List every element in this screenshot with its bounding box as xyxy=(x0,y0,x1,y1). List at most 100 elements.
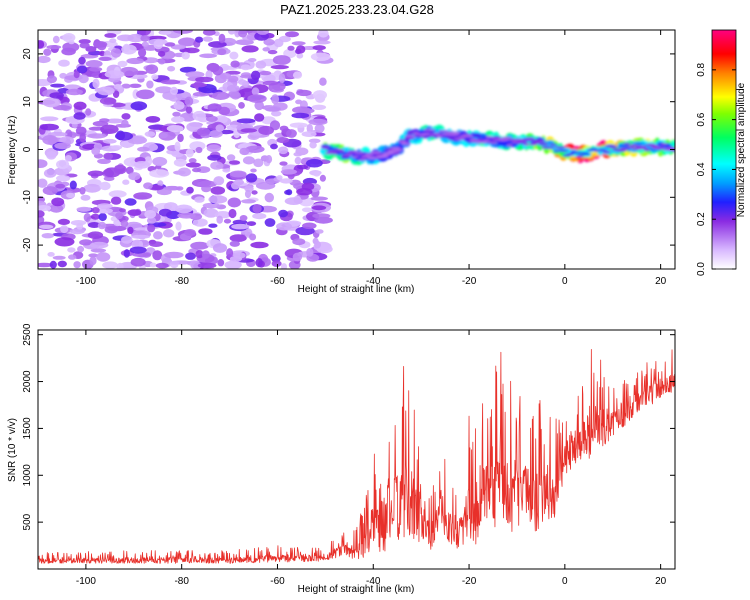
noise-blob xyxy=(192,167,202,173)
noise-blob xyxy=(246,221,257,227)
noise-blob xyxy=(197,262,217,269)
track-cell xyxy=(423,129,436,132)
noise-blob xyxy=(179,66,197,73)
noise-blob xyxy=(212,65,224,76)
noise-blob xyxy=(38,216,45,224)
track-cell xyxy=(436,134,443,138)
track-cell xyxy=(387,150,398,153)
noise-blob xyxy=(97,86,115,96)
noise-blob xyxy=(190,82,207,88)
noise-blob xyxy=(137,30,151,36)
noise-blob xyxy=(102,261,119,269)
noise-blob xyxy=(184,229,196,237)
noise-blob xyxy=(43,48,52,56)
noise-blob xyxy=(105,118,124,124)
noise-blob xyxy=(160,79,181,85)
noise-blob xyxy=(229,170,247,178)
noise-blob xyxy=(239,147,250,156)
track-cell xyxy=(660,143,668,146)
noise-blob xyxy=(206,144,221,153)
noise-blob xyxy=(250,168,257,173)
noise-blob xyxy=(153,231,163,240)
noise-blob xyxy=(78,39,91,44)
noise-blob xyxy=(96,252,111,262)
track-cell xyxy=(549,143,558,146)
noise-blob xyxy=(108,190,127,198)
noise-blob xyxy=(279,178,293,184)
track-cell xyxy=(649,144,659,148)
track-cell xyxy=(482,139,491,142)
track-cell xyxy=(618,148,629,151)
noise-blob xyxy=(228,75,239,83)
noise-blob xyxy=(110,196,122,205)
y-tick-label: 1500 xyxy=(22,417,33,440)
noise-blob xyxy=(137,146,150,152)
x-tick-label: -40 xyxy=(366,576,381,587)
noise-blob xyxy=(227,30,236,35)
x-tick-label: -100 xyxy=(76,576,96,587)
noise-blob xyxy=(270,143,278,150)
noise-blob xyxy=(76,222,84,230)
noise-blob xyxy=(151,74,159,80)
noise-blob xyxy=(278,209,288,218)
noise-blob xyxy=(42,97,61,108)
noise-blob xyxy=(41,233,54,239)
noise-blob xyxy=(122,179,130,185)
noise-blob xyxy=(306,123,313,134)
track-cell xyxy=(640,147,648,150)
noise-blob xyxy=(133,192,153,200)
noise-blob xyxy=(240,64,251,71)
track-cell xyxy=(451,131,461,135)
noise-blob xyxy=(158,208,172,217)
track-cell xyxy=(657,146,665,150)
y-tick-label: 0 xyxy=(22,146,33,152)
noise-blob xyxy=(301,207,313,213)
noise-blob xyxy=(57,218,70,225)
noise-blob xyxy=(76,65,88,74)
noise-blob xyxy=(49,92,64,99)
track-cell xyxy=(398,140,407,143)
noise-blob xyxy=(43,168,57,178)
track-cell xyxy=(339,150,346,153)
noise-blob xyxy=(312,45,326,51)
noise-blob xyxy=(145,64,159,74)
noise-blob xyxy=(42,135,58,145)
y-tick-label: 20 xyxy=(22,48,33,60)
colorbar-label: Normalized spectral amplitude xyxy=(736,82,747,217)
track-cell xyxy=(361,155,371,158)
noise-blob xyxy=(291,41,306,46)
noise-blob xyxy=(278,73,286,84)
noise-blob xyxy=(117,60,128,68)
noise-blob xyxy=(89,66,103,72)
noise-blob xyxy=(229,51,239,60)
track-cell xyxy=(511,140,522,144)
noise-blob xyxy=(264,218,276,227)
noise-blob xyxy=(52,35,60,44)
noise-blob xyxy=(118,208,126,213)
track-cell xyxy=(630,144,637,147)
noise-blob xyxy=(158,58,166,65)
noise-blob xyxy=(240,128,258,133)
noise-blob xyxy=(102,138,117,144)
noise-blob xyxy=(42,186,58,196)
noise-blob xyxy=(262,47,271,52)
noise-blob xyxy=(124,198,137,206)
noise-blob xyxy=(149,169,170,178)
noise-blob xyxy=(54,142,71,150)
noise-blob xyxy=(73,261,81,269)
noise-blob xyxy=(245,145,265,153)
noise-blob xyxy=(190,241,210,250)
noise-blob xyxy=(104,33,117,38)
track-cell xyxy=(534,139,546,142)
noise-blob xyxy=(251,87,260,96)
noise-blob xyxy=(272,55,291,65)
noise-blob xyxy=(79,187,86,195)
track-cell xyxy=(321,146,330,150)
noise-blob xyxy=(163,229,175,238)
noise-blob xyxy=(292,252,303,262)
noise-blob xyxy=(255,181,276,190)
noise-blob xyxy=(278,146,289,155)
noise-blob xyxy=(236,118,256,124)
noise-blob xyxy=(178,37,196,47)
noise-blob xyxy=(80,194,91,201)
